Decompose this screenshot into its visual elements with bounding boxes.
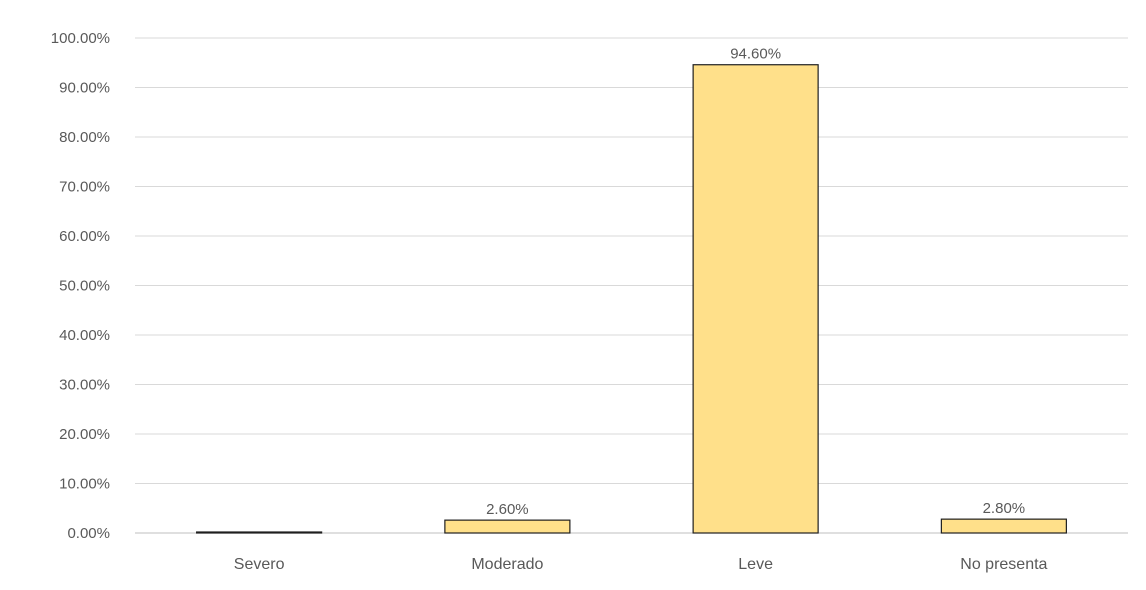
y-axis-ticks: 0.00% 10.00% 20.00% 30.00% 40.00% 50.00% 60.00… — [51, 30, 110, 542]
data-label: 2.80% — [983, 500, 1026, 517]
y-tick-label: 0.00% — [67, 525, 110, 542]
bars — [196, 64, 1067, 534]
data-labels: 2.60% 94.60% 2.80% — [486, 46, 1025, 518]
bar-no-presenta — [940, 518, 1067, 534]
y-tick-label: 70.00% — [59, 179, 110, 196]
y-tick-label: 40.00% — [59, 327, 110, 344]
bar-moderado — [444, 519, 571, 534]
bar-severo — [196, 531, 323, 534]
y-tick-label: 60.00% — [59, 228, 110, 245]
y-tick-label: 100.00% — [51, 30, 110, 47]
data-label: 2.60% — [486, 501, 529, 518]
y-tick-label: 50.00% — [59, 278, 110, 295]
gridlines — [135, 37, 1128, 534]
y-tick-label: 10.00% — [59, 476, 110, 493]
y-tick-label: 30.00% — [59, 377, 110, 394]
y-tick-label: 20.00% — [59, 426, 110, 443]
x-category-label: Leve — [738, 556, 773, 573]
x-category-label: No presenta — [960, 556, 1047, 573]
x-category-label: Severo — [234, 556, 285, 573]
x-axis-categories: Severo Moderado Leve No presenta — [234, 556, 1048, 573]
data-label: 94.60% — [730, 46, 781, 63]
bar-leve — [692, 64, 819, 534]
y-tick-label: 80.00% — [59, 129, 110, 146]
x-category-label: Moderado — [471, 556, 543, 573]
y-tick-label: 90.00% — [59, 80, 110, 97]
